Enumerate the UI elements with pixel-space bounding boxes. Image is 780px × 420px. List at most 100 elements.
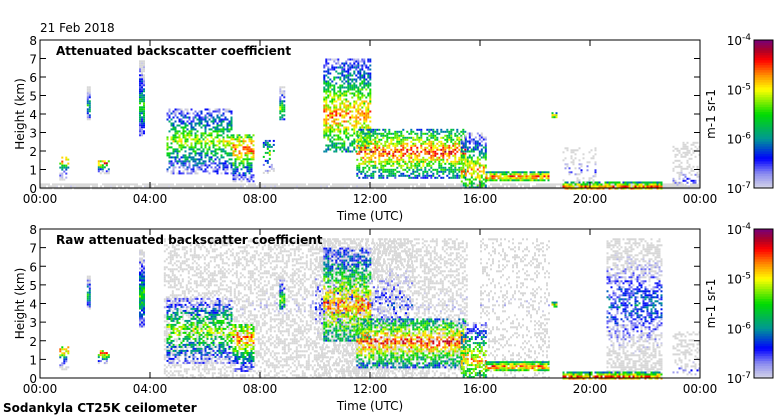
heatmap-cell xyxy=(172,136,175,139)
heatmap-cell xyxy=(422,142,425,145)
heatmap-cell xyxy=(200,156,203,159)
heatmap-cell xyxy=(412,130,415,133)
heatmap-cell xyxy=(170,152,173,155)
heatmap-cell xyxy=(540,185,542,188)
heatmap-cell xyxy=(406,185,408,188)
heatmap-cell xyxy=(444,150,447,153)
heatmap-cell xyxy=(509,173,512,176)
heatmap-cell xyxy=(141,100,143,103)
heatmap-cell xyxy=(450,132,453,135)
heatmap-cell xyxy=(201,330,204,333)
heatmap-cell xyxy=(672,181,675,184)
heatmap-cell xyxy=(168,166,171,169)
heatmap-cell xyxy=(185,264,188,267)
heatmap-cell xyxy=(208,108,211,111)
heatmap-cell xyxy=(165,374,168,377)
heatmap-cell xyxy=(370,183,372,186)
heatmap-cell xyxy=(188,185,190,188)
heatmap-cell xyxy=(410,156,413,159)
heatmap-cell xyxy=(325,150,328,153)
heatmap-cell xyxy=(654,185,657,188)
heatmap-cell xyxy=(230,164,233,167)
heatmap-cell xyxy=(362,130,365,133)
heatmap-cell xyxy=(220,185,222,188)
heatmap-cell xyxy=(136,183,138,186)
heatmap-cell xyxy=(187,272,190,275)
heatmap-cell xyxy=(196,140,199,143)
heatmap-cell xyxy=(410,128,413,131)
heatmap-cell xyxy=(422,148,425,151)
heatmap-cell xyxy=(268,157,271,160)
heatmap-cell xyxy=(329,128,332,131)
heatmap-cell xyxy=(414,174,417,177)
heatmap-cell xyxy=(325,70,328,73)
heatmap-cell xyxy=(535,177,538,180)
heatmap-cell xyxy=(343,104,346,107)
heatmap-cell xyxy=(201,308,204,311)
heatmap-cell xyxy=(266,145,269,148)
heatmap-cell xyxy=(343,140,346,143)
heatmap-cell xyxy=(96,183,98,186)
heatmap-cell xyxy=(493,179,496,182)
heatmap-cell xyxy=(226,168,229,171)
heatmap-cell xyxy=(432,148,435,151)
heatmap-cell xyxy=(266,171,269,174)
heatmap-cell xyxy=(390,168,393,171)
heatmap-cell xyxy=(458,140,461,143)
heatmap-cell xyxy=(204,146,207,149)
heatmap-cell xyxy=(626,183,629,186)
heatmap-cell xyxy=(339,146,342,149)
heatmap-cell xyxy=(568,173,571,176)
heatmap-cell xyxy=(181,238,184,241)
heatmap-cell xyxy=(636,181,639,184)
heatmap-cell xyxy=(86,183,88,186)
heatmap-cell xyxy=(216,132,219,135)
heatmap-cell xyxy=(236,154,239,157)
heatmap-cell xyxy=(438,185,440,188)
y-tick-label: 0 xyxy=(29,182,37,196)
heatmap-cell xyxy=(576,179,579,182)
heatmap-cell xyxy=(508,183,510,186)
heatmap-cell xyxy=(191,254,194,257)
heatmap-cell xyxy=(143,104,145,107)
heatmap-cell xyxy=(347,112,350,115)
heatmap-cell xyxy=(197,326,200,329)
heatmap-cell xyxy=(456,183,458,186)
heatmap-cell xyxy=(436,128,439,131)
heatmap-cell xyxy=(454,166,457,169)
heatmap-cell xyxy=(195,352,198,355)
heatmap-cell xyxy=(576,177,579,180)
colorbar-segment xyxy=(754,168,773,172)
heatmap-cell xyxy=(692,151,695,154)
heatmap-cell xyxy=(478,166,481,169)
heatmap-cell xyxy=(684,183,687,186)
heatmap-cell xyxy=(236,185,238,188)
heatmap-cell xyxy=(363,116,366,119)
heatmap-cell xyxy=(139,126,141,129)
heatmap-cell xyxy=(688,157,691,160)
heatmap-cell xyxy=(464,156,467,159)
heatmap-cell xyxy=(337,76,340,79)
heatmap-cell xyxy=(562,183,565,186)
heatmap-cell xyxy=(242,146,245,149)
heatmap-cell xyxy=(200,136,203,139)
heatmap-cell xyxy=(414,176,417,179)
heatmap-cell xyxy=(361,68,364,71)
cloud-feature xyxy=(166,108,233,175)
heatmap-cell xyxy=(183,260,186,263)
heatmap-cell xyxy=(466,183,468,186)
heatmap-cell xyxy=(181,248,184,251)
heatmap-cell xyxy=(176,156,179,159)
heatmap-cell xyxy=(92,185,94,188)
heatmap-cell xyxy=(394,160,397,163)
heatmap-cell xyxy=(448,136,451,139)
heatmap-cell xyxy=(576,149,579,152)
heatmap-cell xyxy=(357,96,360,99)
heatmap-cell xyxy=(452,174,455,177)
heatmap-cell xyxy=(331,80,334,83)
heatmap-cell xyxy=(531,171,534,174)
heatmap-cell xyxy=(450,128,453,131)
heatmap-cell xyxy=(487,177,490,180)
heatmap-cell xyxy=(357,72,360,75)
